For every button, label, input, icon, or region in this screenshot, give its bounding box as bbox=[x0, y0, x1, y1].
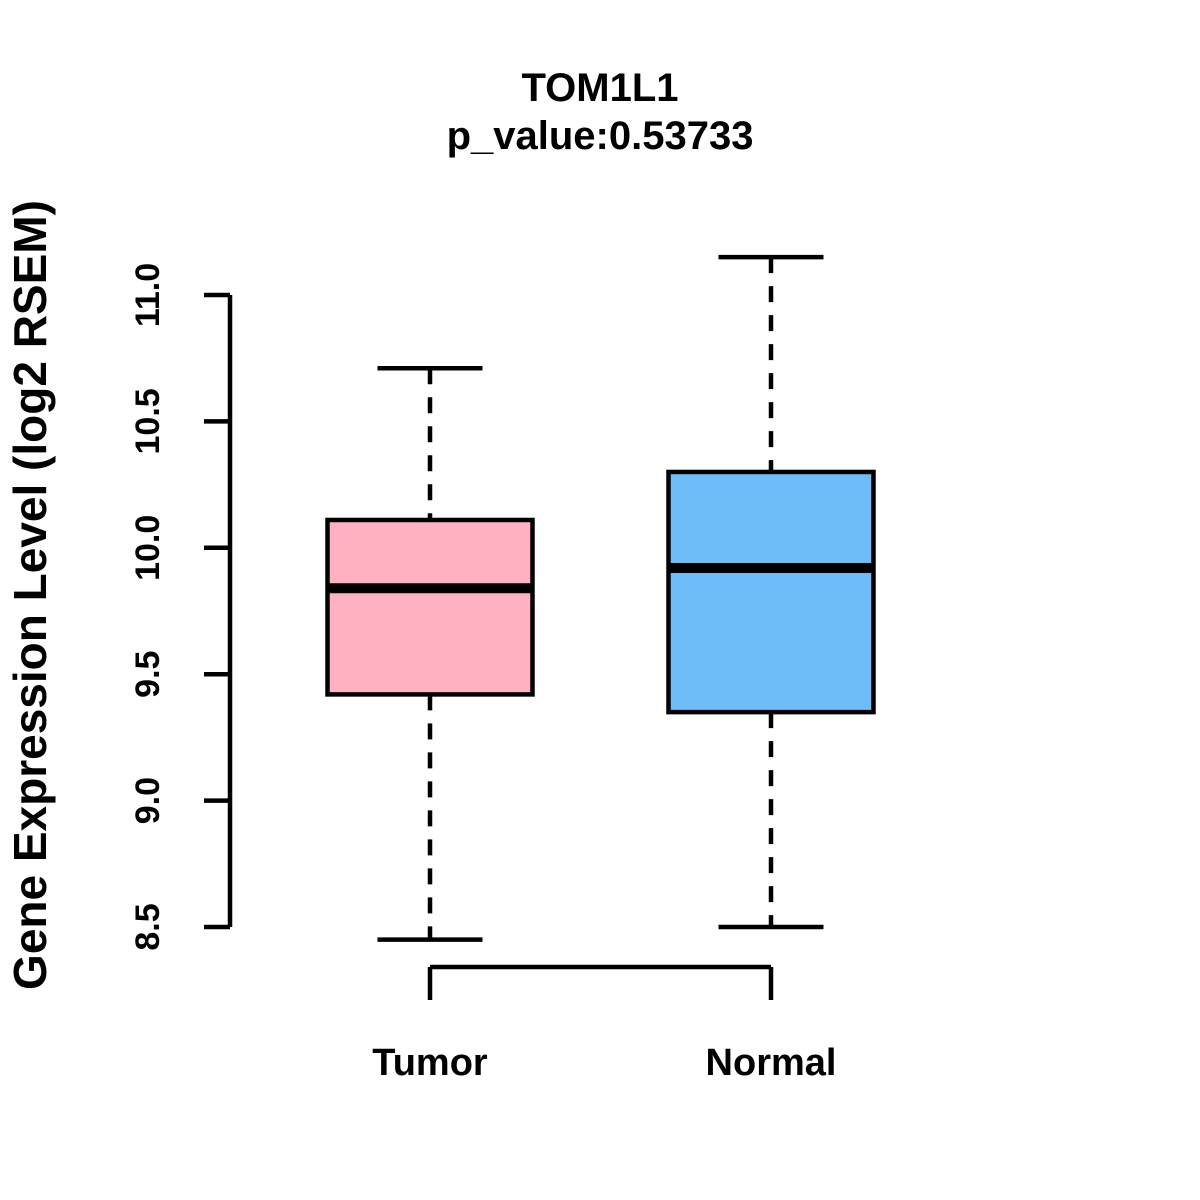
y-tick-label: 8.5 bbox=[129, 903, 167, 950]
y-tick-label: 9.5 bbox=[129, 651, 167, 698]
box-normal bbox=[666, 469, 876, 715]
box-tumor bbox=[325, 517, 535, 697]
y-tick-label: 10.5 bbox=[129, 388, 167, 454]
x-category-label-tumor: Tumor bbox=[372, 1042, 488, 1084]
y-tick-label: 9.0 bbox=[129, 777, 167, 824]
x-category-label-normal: Normal bbox=[705, 1042, 837, 1084]
y-tick-label: 11.0 bbox=[129, 263, 167, 327]
chart-subtitle: p_value:0.53733 bbox=[446, 114, 754, 158]
chart-title: TOM1L1 bbox=[521, 66, 679, 110]
y-tick-label: 10.0 bbox=[129, 515, 167, 581]
